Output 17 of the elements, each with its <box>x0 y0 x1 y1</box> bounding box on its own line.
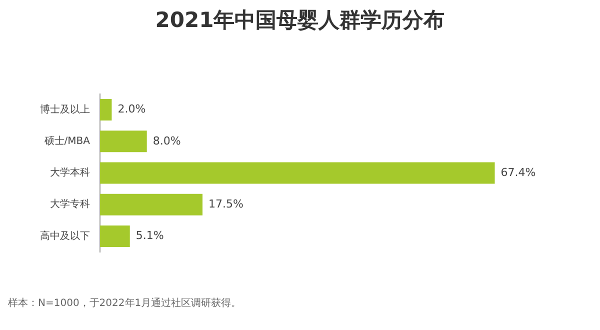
data-label: 17.5% <box>208 197 244 210</box>
bar <box>100 130 147 152</box>
data-label: 2.0% <box>118 102 146 116</box>
y-tick-label: 博士及以上 <box>40 103 90 116</box>
bar <box>100 225 130 247</box>
data-label: 8.0% <box>152 134 181 148</box>
text: 样本：N=1000，于2022年1月通过社区调研获得。 <box>8 296 242 310</box>
bar <box>100 194 202 216</box>
bar <box>100 162 495 184</box>
y-tick-label: 大学本科 <box>50 166 90 179</box>
data-label: 5.1% <box>136 229 164 242</box>
y-tick-label: 大学专科 <box>50 198 90 210</box>
chart-title: 2021年中国母婴人群学历分布 <box>154 7 446 34</box>
y-tick-label: 硕士/MBA <box>43 134 90 147</box>
bar <box>100 99 112 121</box>
y-tick-label: 高中及以下 <box>40 230 90 242</box>
data-label: 67.4% <box>500 166 536 179</box>
